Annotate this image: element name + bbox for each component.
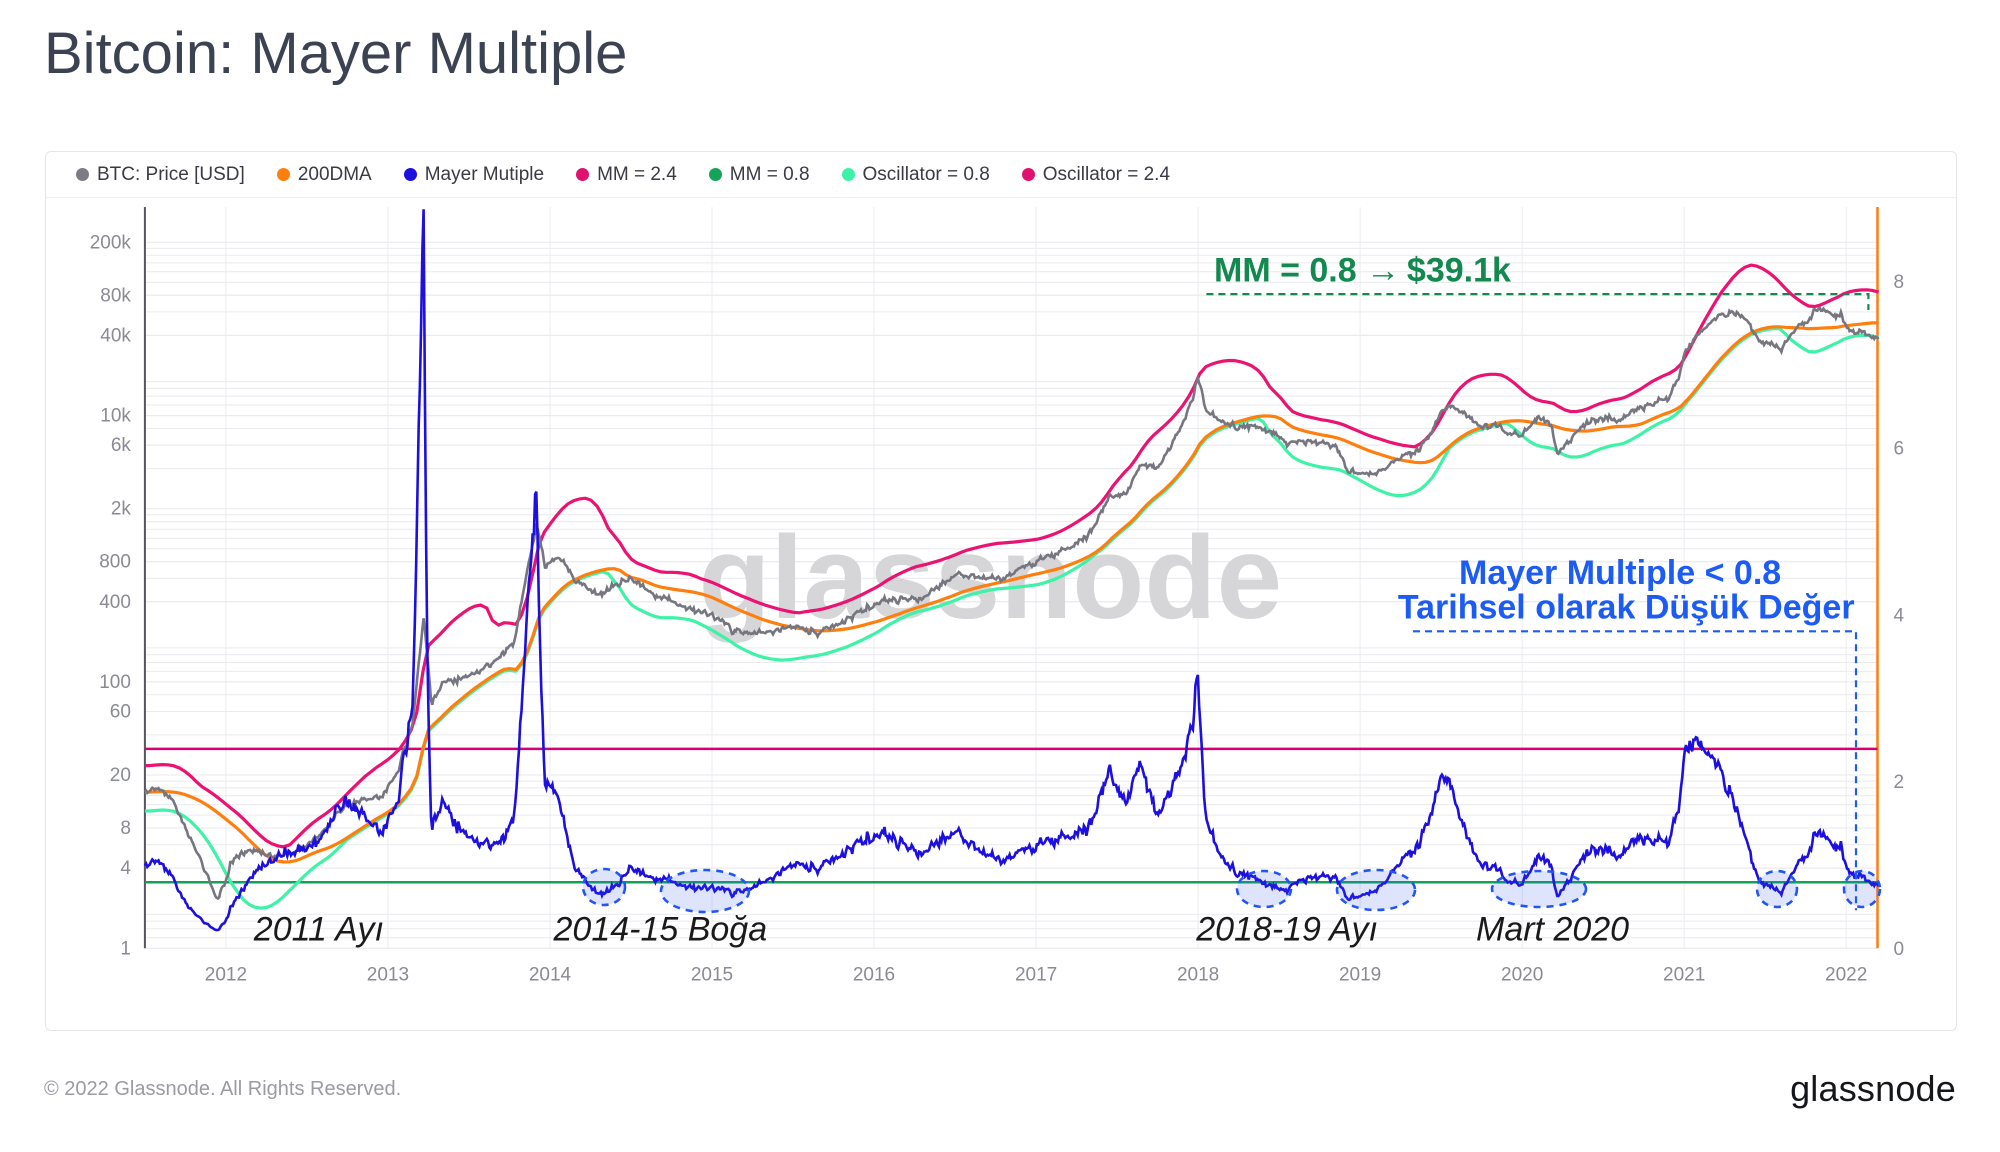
svg-text:0: 0 — [1894, 939, 1905, 960]
svg-text:2013: 2013 — [367, 964, 409, 985]
svg-text:2014-15 Boğa: 2014-15 Boğa — [553, 910, 768, 948]
svg-text:2022: 2022 — [1825, 964, 1867, 985]
svg-text:100: 100 — [99, 672, 131, 693]
svg-text:2018-19 Ayı: 2018-19 Ayı — [1195, 910, 1378, 948]
svg-text:2020: 2020 — [1501, 964, 1543, 985]
svg-text:2021: 2021 — [1663, 964, 1705, 985]
svg-text:2011 Ayı: 2011 Ayı — [253, 910, 384, 948]
svg-text:8: 8 — [1894, 272, 1905, 293]
svg-text:4: 4 — [1894, 606, 1905, 627]
svg-text:6k: 6k — [111, 435, 132, 456]
svg-text:2015: 2015 — [691, 964, 733, 985]
svg-text:Mart 2020: Mart 2020 — [1476, 910, 1629, 948]
svg-text:2016: 2016 — [853, 964, 895, 985]
svg-text:MM = 0.8 → $39.1k: MM = 0.8 → $39.1k — [1214, 251, 1511, 289]
svg-text:80k: 80k — [100, 285, 131, 306]
svg-text:2012: 2012 — [205, 964, 247, 985]
svg-text:2: 2 — [1894, 772, 1905, 793]
svg-text:2014: 2014 — [529, 964, 572, 985]
svg-text:Mayer Multiple < 0.8: Mayer Multiple < 0.8 — [1459, 554, 1781, 592]
svg-text:20: 20 — [110, 765, 131, 786]
svg-text:60: 60 — [110, 702, 131, 723]
svg-text:400: 400 — [99, 592, 131, 613]
svg-text:2017: 2017 — [1015, 964, 1057, 985]
svg-text:4: 4 — [120, 858, 131, 879]
svg-text:2k: 2k — [111, 499, 132, 520]
svg-text:1: 1 — [120, 938, 131, 959]
svg-text:Tarihsel olarak Düşük Değer: Tarihsel olarak Düşük Değer — [1398, 588, 1855, 626]
svg-text:200k: 200k — [90, 232, 132, 253]
svg-text:2019: 2019 — [1339, 964, 1381, 985]
svg-text:40k: 40k — [100, 325, 131, 346]
svg-text:10k: 10k — [100, 406, 131, 427]
svg-text:2018: 2018 — [1177, 964, 1219, 985]
svg-text:6: 6 — [1894, 439, 1905, 460]
svg-text:8: 8 — [120, 818, 131, 839]
svg-text:800: 800 — [99, 552, 131, 573]
